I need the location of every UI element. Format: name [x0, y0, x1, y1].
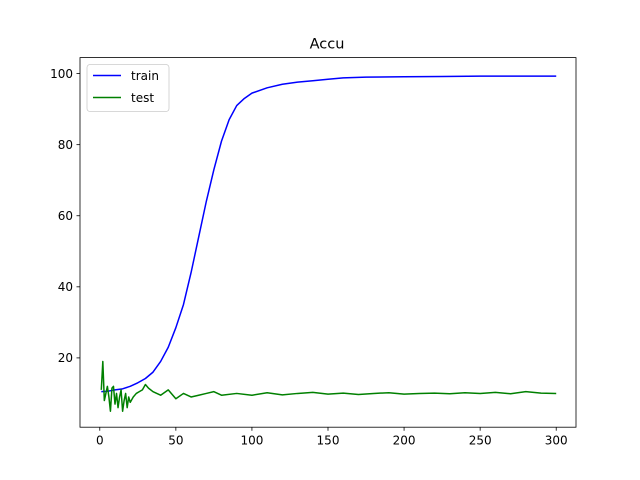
legend-label-train: train — [131, 69, 159, 83]
y-axis: 20 40 60 80 100 — [50, 67, 80, 365]
y-tick-label: 100 — [50, 67, 73, 81]
y-tick-label: 40 — [58, 280, 73, 294]
x-tick-label: 150 — [317, 434, 340, 448]
legend: train test — [86, 64, 170, 112]
chart-title: Accu — [310, 37, 345, 53]
x-tick-label: 300 — [545, 434, 568, 448]
x-tick-label: 200 — [393, 434, 416, 448]
series-line-train — [101, 75, 557, 393]
series-lines — [100, 75, 557, 412]
x-tick-label: 100 — [240, 434, 263, 448]
x-tick-label: 50 — [168, 434, 183, 448]
plot-area — [79, 57, 577, 428]
y-tick-label: 20 — [58, 351, 73, 365]
x-tick-label: 0 — [96, 434, 104, 448]
y-tick-label: 60 — [58, 209, 73, 223]
y-tick-label: 80 — [58, 138, 73, 152]
x-axis: 0 50 100 150 200 250 300 — [96, 427, 568, 448]
x-tick-label: 250 — [469, 434, 492, 448]
legend-label-test: test — [131, 91, 154, 105]
series-line-test — [100, 360, 557, 412]
